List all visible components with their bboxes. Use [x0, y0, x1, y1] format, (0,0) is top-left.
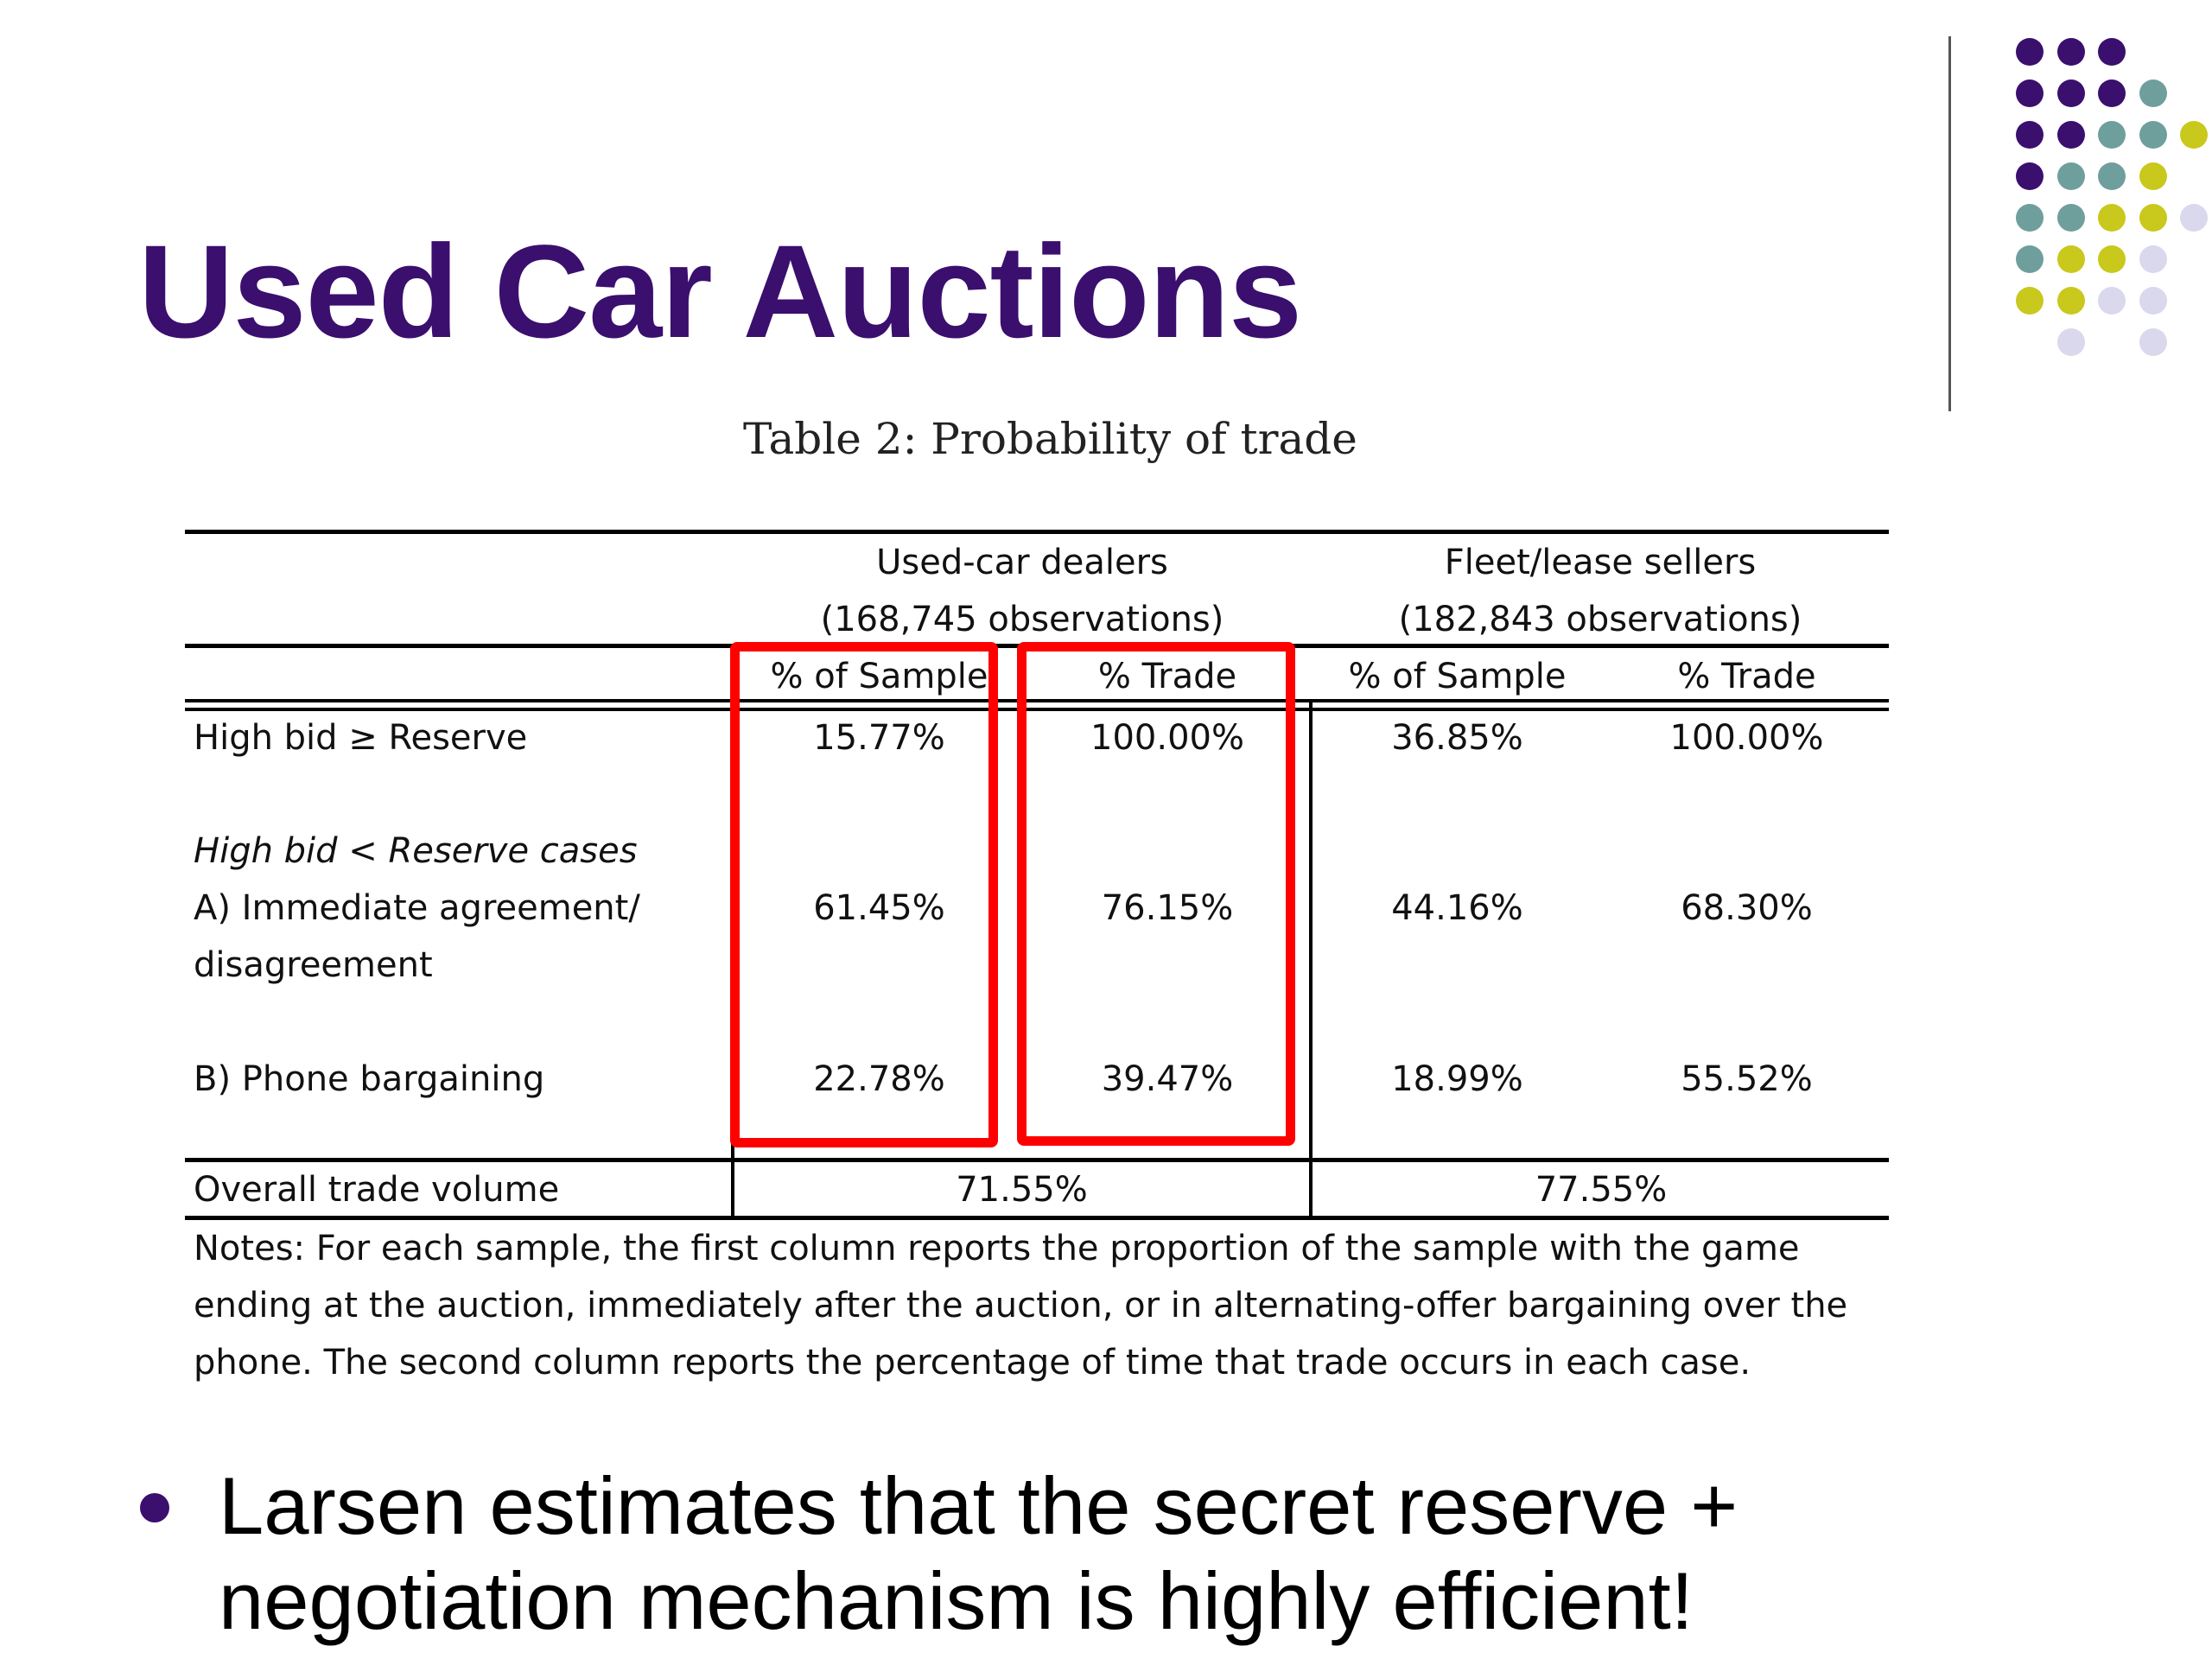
table-subheader-rule-2 [185, 708, 1889, 711]
decorative-dot [2139, 79, 2167, 107]
decorative-dot [2016, 245, 2044, 273]
row-a-label-line1: A) Immediate agreement/ [194, 888, 640, 928]
decorative-dot [2056, 287, 2085, 315]
slide-title: Used Car Auctions [138, 218, 1302, 365]
group-header-dealers: Used-car dealers [876, 543, 1168, 582]
decorative-dot [2016, 204, 2044, 232]
row-a-fleet-trade: 68.30% [1681, 888, 1813, 928]
row-b-dealers-trade: 39.47% [1101, 1059, 1234, 1099]
decorative-dot [2016, 287, 2044, 315]
row-a-fleet-sample: 44.16% [1391, 888, 1523, 928]
table-caption: Table 2: Probability of trade [743, 414, 1357, 464]
row-high-fleet-trade: 100.00% [1669, 718, 1824, 758]
decorative-dot [2056, 245, 2085, 273]
row-high-dealers-sample: 15.77% [813, 718, 945, 758]
decorative-dot [2098, 245, 2126, 273]
row-high-label: High bid ≥ Reserve [194, 718, 528, 758]
row-b-label: B) Phone bargaining [194, 1059, 545, 1099]
decorative-dot [2139, 162, 2167, 190]
subheader-dealers-sample: % of Sample [770, 657, 988, 696]
row-a-dealers-trade: 76.15% [1101, 888, 1234, 928]
decorative-dot [2016, 121, 2044, 149]
overall-fleet: 77.55% [1535, 1170, 1668, 1210]
decorative-dot [2180, 204, 2208, 232]
decorative-dot [2098, 79, 2126, 107]
decorative-dot [2056, 121, 2085, 149]
row-b-dealers-sample: 22.78% [813, 1059, 945, 1099]
decorative-dot [2098, 162, 2126, 190]
table-subheader-rule-1 [185, 699, 1889, 702]
decorative-dot [2098, 204, 2126, 232]
subheader-fleet-sample: % of Sample [1348, 657, 1567, 696]
decorative-dot [2056, 328, 2085, 356]
decorative-dot [2180, 121, 2208, 149]
table-bottom-rule [185, 1216, 1889, 1220]
decorative-dot [2139, 245, 2167, 273]
row-high-fleet-sample: 36.85% [1391, 718, 1523, 758]
row-b-fleet-sample: 18.99% [1391, 1059, 1523, 1099]
decorative-vertical-line [1948, 36, 1951, 411]
decorative-dot [2139, 328, 2167, 356]
decorative-dot [2016, 162, 2044, 190]
decorative-dot [2016, 38, 2044, 66]
decorative-dot [2098, 38, 2126, 66]
bullet-icon [140, 1493, 169, 1522]
overall-dealers: 71.55% [956, 1170, 1088, 1210]
decorative-dot [2056, 38, 2085, 66]
decorative-dot [2139, 287, 2167, 315]
section-label-low-bid: High bid < Reserve cases [194, 831, 638, 871]
decorative-dot [2016, 79, 2044, 107]
table-notes: Notes: For each sample, the first column… [194, 1229, 1848, 1382]
group-obs-dealers: (168,745 observations) [820, 600, 1224, 639]
group-header-fleet: Fleet/lease sellers [1444, 543, 1757, 582]
table-vertical-divider-middle [1309, 702, 1313, 1218]
table-top-rule [185, 530, 1889, 534]
decorative-dot [2056, 204, 2085, 232]
row-a-label-line2: disagreement [194, 945, 433, 985]
bullet-text: Larsen estimates that the secret reserve… [219, 1460, 1738, 1646]
subheader-dealers-trade: % Trade [1097, 657, 1237, 696]
decorative-dot [2139, 121, 2167, 149]
row-high-dealers-trade: 100.00% [1090, 718, 1244, 758]
group-obs-fleet: (182,843 observations) [1398, 600, 1802, 639]
table-body-bottom-rule [185, 1158, 1889, 1162]
subheader-fleet-trade: % Trade [1677, 657, 1816, 696]
highlight-box-dealers-trade [1017, 642, 1295, 1146]
overall-label: Overall trade volume [194, 1170, 560, 1210]
decorative-dot [2098, 121, 2126, 149]
decorative-dot [2139, 204, 2167, 232]
row-a-dealers-sample: 61.45% [813, 888, 945, 928]
decorative-dot [2056, 79, 2085, 107]
highlight-box-dealers-sample [730, 642, 998, 1147]
decorative-dot [2098, 287, 2126, 315]
decorative-dot [2056, 162, 2085, 190]
row-b-fleet-trade: 55.52% [1681, 1059, 1813, 1099]
